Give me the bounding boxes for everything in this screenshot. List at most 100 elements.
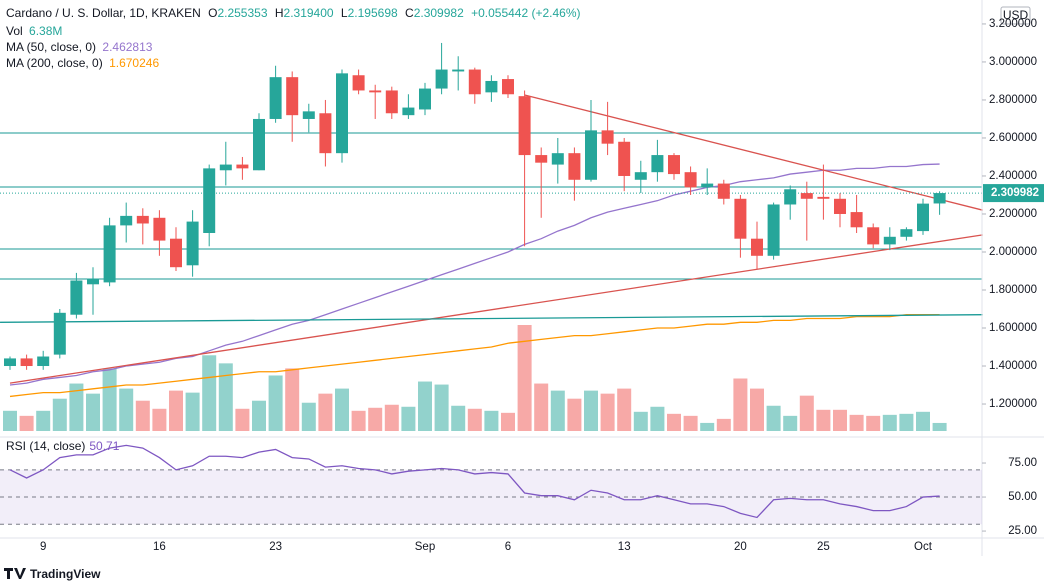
candle-body: [87, 278, 99, 285]
ohlc-value: 2.255353: [217, 6, 267, 20]
candle-body: [651, 155, 664, 173]
volume-bar: [534, 383, 549, 431]
currency-box[interactable]: [1000, 6, 1031, 25]
volume-bar: [434, 384, 449, 431]
candle-body: [53, 312, 66, 355]
candle-body: [468, 69, 481, 95]
y-tick-label: 1.200000: [989, 398, 1037, 410]
candle-body: [668, 155, 680, 175]
volume-bar: [384, 404, 399, 431]
logo-icon: [4, 568, 26, 579]
volume-bar: [833, 409, 847, 431]
volume-legend: Vol 6.38M: [6, 24, 62, 38]
volume-bar: [285, 368, 300, 431]
volume-bar: [667, 413, 681, 431]
candle-body: [70, 280, 83, 315]
candle-body: [136, 215, 149, 224]
candle-body: [933, 193, 946, 204]
volume-bar: [683, 415, 698, 431]
candle-body: [153, 217, 166, 241]
volume-bar: [152, 408, 167, 431]
volume-bar: [401, 406, 416, 431]
candle-body: [4, 358, 16, 367]
currency[interactable]: USD: [1003, 8, 1029, 22]
candle-body: [535, 155, 548, 163]
candle-body: [800, 193, 813, 199]
candle-body: [834, 198, 846, 214]
candle-body: [900, 229, 913, 237]
candle-body: [269, 77, 282, 119]
candle-body: [435, 69, 448, 89]
candle-body: [419, 88, 431, 110]
volume-bar: [916, 411, 930, 431]
volume-bar: [866, 415, 881, 431]
candle-body: [485, 80, 498, 93]
y-tick-label: 2.400000: [989, 170, 1037, 182]
candle-body: [883, 236, 896, 245]
volume-bar: [932, 422, 947, 431]
volume-bar: [849, 414, 864, 431]
candle-body: [452, 69, 465, 72]
volume-bar: [633, 411, 648, 431]
volume-bar: [36, 410, 51, 431]
candle-body: [551, 153, 564, 165]
volume-bar: [600, 393, 615, 431]
ohlc-letter: L: [341, 6, 348, 20]
volume-bar: [185, 392, 200, 431]
y-tick-label: 2.200000: [989, 208, 1037, 220]
plot: [0, 42, 983, 431]
ohlc-letter: O: [208, 6, 217, 20]
volume-value: 6.38M: [29, 24, 62, 38]
header: Cardano / U. S. Dollar, 1D, KRAKEN O2.25…: [6, 6, 581, 70]
y-tick-label: 2.800000: [989, 94, 1037, 106]
ohlc-letter: C: [405, 6, 414, 20]
candle-body: [186, 221, 199, 266]
candle-body: [302, 111, 315, 119]
price-label-box: [983, 184, 1044, 203]
candle-body: [20, 358, 33, 367]
volume-bar: [882, 414, 897, 431]
candle-body: [601, 130, 614, 144]
candle-body: [253, 118, 265, 171]
ma200-value: 1.670246: [109, 56, 159, 70]
volume-bar: [19, 415, 34, 431]
volume-bar: [86, 393, 100, 431]
volume-bar: [69, 383, 84, 431]
ma200-line: [9, 314, 940, 398]
volume-bar: [418, 381, 432, 431]
volume-bar: [135, 400, 150, 431]
candle-body: [170, 238, 182, 268]
volume-bar: [235, 408, 250, 431]
candle-body: [585, 130, 597, 180]
volume-bar: [501, 412, 515, 431]
rsi-tick-label: 50.00: [1008, 491, 1037, 503]
rsi-legend: RSI (14, close) 50.71: [6, 439, 120, 453]
ohlc-value: 2.195698: [348, 6, 398, 20]
candle-body: [236, 164, 249, 169]
volume-bar: [351, 410, 366, 431]
volume-bar: [301, 402, 316, 431]
candle-body: [917, 203, 929, 232]
x-tick-label: Sep: [415, 541, 435, 553]
rsi-tick-label: 75.00: [1008, 457, 1037, 469]
candle-body: [319, 113, 332, 154]
x-tick-label: 23: [269, 541, 282, 553]
ma50-name: MA (50, close, 0): [6, 40, 96, 54]
volume-bar: [368, 407, 383, 431]
volume-bar: [716, 418, 731, 431]
volume-name: Vol: [6, 24, 23, 38]
ohlc-letter: H: [275, 6, 284, 20]
volume-bar: [517, 325, 532, 431]
y-tick-label: 1.800000: [989, 284, 1037, 296]
x-tick-label: 25: [817, 541, 830, 553]
y-tick-label: 2.000000: [989, 246, 1037, 258]
x-tick-label: 13: [618, 541, 631, 553]
volume-bar: [567, 398, 582, 431]
volume-bar: [783, 415, 798, 431]
footer-logo: TradingView: [4, 567, 101, 581]
volume-bar: [467, 408, 482, 431]
volume-bar: [102, 368, 117, 431]
candle-body: [103, 225, 116, 283]
price-label: 2.309982: [991, 187, 1039, 199]
